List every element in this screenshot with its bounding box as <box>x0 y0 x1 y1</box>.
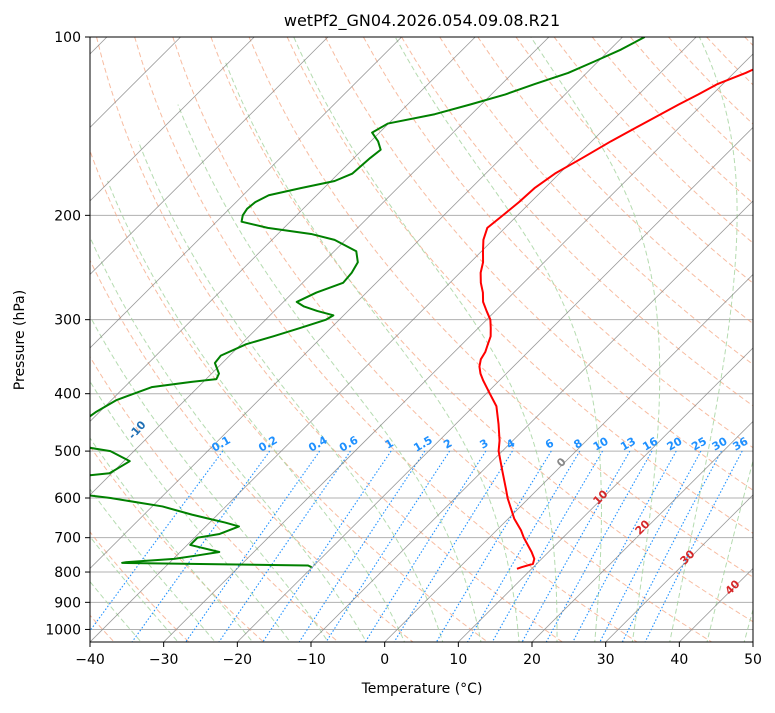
dry-adiabat-line <box>90 531 190 642</box>
x-axis-label: Temperature (°C) <box>361 681 483 697</box>
moist-adiabat-line <box>90 437 254 642</box>
isotherm-line <box>90 37 255 202</box>
mixing-ratio-line <box>599 450 702 642</box>
moist-adiabat-line <box>224 61 520 642</box>
y-tick-label: 900 <box>54 595 81 611</box>
x-tick-label: 20 <box>523 652 541 668</box>
dry-adiabat-line <box>90 149 488 642</box>
x-tick-label: −20 <box>223 652 253 668</box>
mixing-ratio-line <box>364 450 487 642</box>
moist-adiabat-line <box>177 104 482 642</box>
isotherm-line <box>384 273 753 642</box>
mixing-ratio-line <box>521 450 631 642</box>
isotherm-line <box>605 494 753 642</box>
moist-adiabat-line <box>90 535 179 642</box>
y-axis-label: Pressure (hPa) <box>12 290 28 390</box>
y-tick-label: 800 <box>54 565 81 581</box>
isotherm-line <box>531 420 753 642</box>
plot-area <box>90 37 753 642</box>
moist-adiabat-line <box>293 37 558 642</box>
y-tick-label: 600 <box>54 491 81 507</box>
mixing-ratio-line <box>572 450 677 642</box>
dry-adiabat-line <box>90 445 264 642</box>
dry-adiabat-line <box>401 37 753 407</box>
mixing-ratio-line <box>545 450 653 642</box>
mixing-ratio-line <box>325 450 451 642</box>
x-tick-label: −40 <box>75 652 105 668</box>
isotherm-line <box>237 126 753 642</box>
dry-adiabat-line <box>515 37 753 284</box>
isotherm-line <box>90 37 476 423</box>
y-tick-label: 300 <box>54 313 81 329</box>
mixing-ratio-line <box>621 450 722 642</box>
dry-adiabat-line <box>90 259 414 642</box>
moist-adiabat-line <box>90 488 216 642</box>
isotherms <box>90 37 753 642</box>
moist-adiabat-line <box>90 315 329 642</box>
isotherm-line <box>90 37 329 276</box>
dry-adiabat-line <box>134 37 638 642</box>
moist-adiabat-line <box>90 236 367 642</box>
moist-adiabat-line <box>90 580 142 642</box>
isotherm-line <box>90 37 402 349</box>
dry-adiabat-line <box>248 37 753 578</box>
moist-adiabat-line <box>706 459 753 642</box>
dry-adiabat-line <box>477 37 753 325</box>
moist-adiabat-line <box>107 180 406 642</box>
y-tick-label: 100 <box>54 30 81 46</box>
dry-adiabat-line <box>324 37 753 491</box>
x-tick-label: 10 <box>449 652 467 668</box>
x-tick-label: 50 <box>744 652 762 668</box>
isotherm-line <box>90 37 550 496</box>
dry-adiabat-line <box>439 37 753 366</box>
x-tick-label: 0 <box>380 652 389 668</box>
y-tick-label: 700 <box>54 531 81 547</box>
y-tick-label: 500 <box>54 444 81 460</box>
axis-ticks: −40 −30 −20 −10 0 10 20 30 40 50 100 200 300 400 500 60… <box>45 30 762 668</box>
chart-title: wetPf2_GN04.2026.054.09.08.R21 <box>284 11 560 31</box>
moist-adiabat-line <box>137 141 444 642</box>
temperature-trace <box>478 68 753 570</box>
mixing-ratio-line <box>185 450 321 642</box>
x-tick-label: −10 <box>296 652 326 668</box>
moist-adiabat-line <box>394 37 602 642</box>
y-tick-label: 200 <box>54 208 81 224</box>
dewpoint-trace <box>90 37 646 569</box>
x-tick-label: 30 <box>597 652 615 668</box>
mixing-ratio-line <box>218 450 351 642</box>
y-tick-label: 400 <box>54 387 81 403</box>
isotherm-line <box>90 37 623 570</box>
dry-adiabat-line <box>286 37 753 534</box>
x-tick-label: 40 <box>670 652 688 668</box>
dry-adiabat-line <box>96 37 563 642</box>
dry-adiabat-line <box>362 37 753 449</box>
dry-adiabat-line <box>172 37 713 642</box>
plot-frame <box>89 36 754 643</box>
sounding-traces <box>90 37 753 570</box>
x-tick-label: −30 <box>149 652 179 668</box>
isotherm-line <box>163 53 753 642</box>
isotherm-line <box>310 200 753 642</box>
plot-background <box>90 37 753 642</box>
moist-adiabat-line <box>669 37 738 642</box>
isotherm-line <box>90 37 697 642</box>
mixing-ratio-line <box>298 450 426 642</box>
y-tick-label: 1000 <box>45 622 81 638</box>
isotherm-line <box>458 347 753 642</box>
